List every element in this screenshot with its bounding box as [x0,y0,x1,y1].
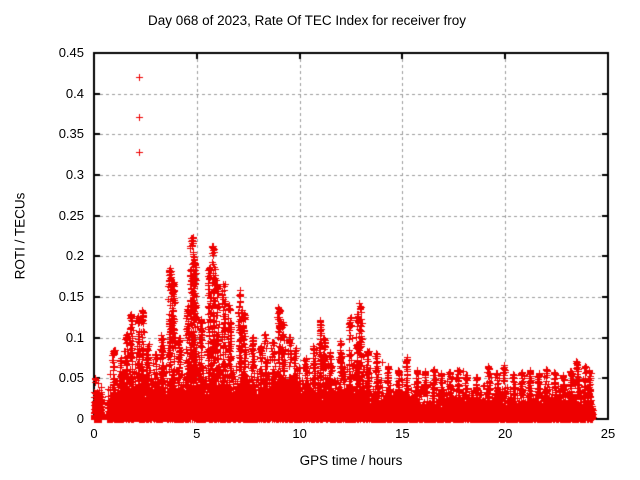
chart-title: Day 068 of 2023, Rate Of TEC Index for r… [148,13,466,28]
y-tick-label: 0.3 [65,167,84,182]
y-axis-title: ROTI / TECUs [12,192,28,280]
x-tick-label: 20 [497,426,513,441]
y-tick-label: 0.1 [65,329,84,345]
x-tick-label: 0 [90,426,98,441]
x-tick-label: 5 [193,426,201,441]
y-tick-label: 0 [76,411,84,426]
y-tick-label: 0.4 [65,85,84,101]
y-tick-label: 0.15 [58,289,84,304]
y-tick-label: 0.2 [65,248,84,264]
y-tick-label: 0.05 [58,370,84,386]
x-tick-label: 10 [292,426,307,441]
x-tick-label: 15 [395,426,410,441]
y-tick-label: 0.25 [58,207,84,223]
y-tick-label: 0.45 [58,45,84,60]
x-axis-title: GPS time / hours [299,453,403,468]
x-tick-label: 25 [600,426,616,441]
y-tick-label: 0.35 [58,126,84,142]
